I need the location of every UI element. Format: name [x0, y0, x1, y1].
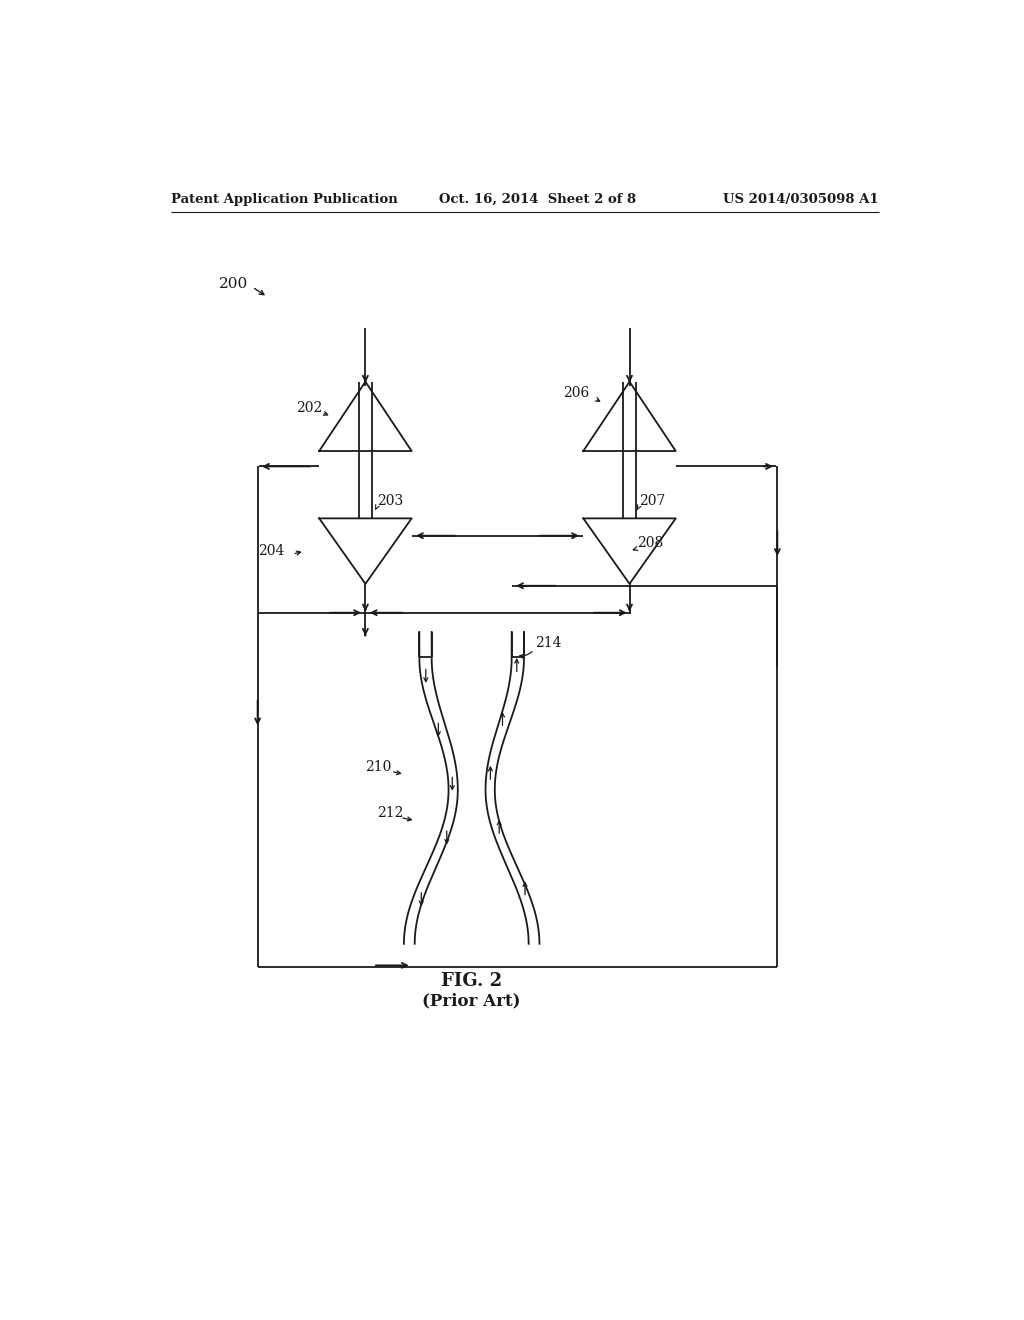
- Text: 200: 200: [219, 277, 249, 290]
- Text: 203: 203: [377, 494, 403, 508]
- Text: Patent Application Publication: Patent Application Publication: [171, 193, 397, 206]
- Text: 202: 202: [296, 401, 323, 416]
- Text: 206: 206: [563, 387, 590, 400]
- Text: US 2014/0305098 A1: US 2014/0305098 A1: [723, 193, 879, 206]
- Text: 212: 212: [377, 805, 403, 820]
- Text: (Prior Art): (Prior Art): [423, 993, 521, 1010]
- Text: FIG. 2: FIG. 2: [441, 972, 502, 990]
- Text: 207: 207: [639, 494, 666, 508]
- Text: 210: 210: [366, 759, 392, 774]
- Text: Oct. 16, 2014  Sheet 2 of 8: Oct. 16, 2014 Sheet 2 of 8: [438, 193, 636, 206]
- Text: 204: 204: [258, 544, 284, 558]
- Text: 208: 208: [637, 536, 664, 550]
- Text: 214: 214: [535, 636, 561, 651]
